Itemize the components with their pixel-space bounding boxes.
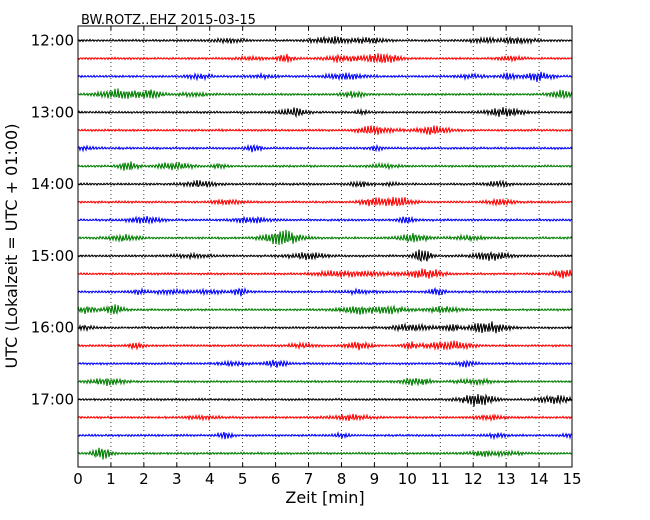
y-tick-label: 13:00 (31, 103, 74, 121)
x-tick-label: 0 (73, 470, 83, 488)
x-tick-label: 5 (238, 470, 248, 488)
x-tick-label: 1 (106, 470, 116, 488)
trace-1700 (77, 393, 573, 407)
x-tick-label: 14 (530, 470, 549, 488)
trace-1730 (77, 431, 573, 441)
x-tick-label: 2 (139, 470, 149, 488)
x-tick-label: 10 (398, 470, 417, 488)
x-tick-label: 13 (497, 470, 516, 488)
trace-1315 (77, 125, 573, 136)
trace-1545 (77, 304, 573, 315)
trace-1300 (77, 107, 573, 119)
x-tick-label: 12 (464, 470, 483, 488)
trace-1500 (77, 249, 573, 263)
y-tick-label: 17:00 (31, 391, 74, 409)
trace-1715 (77, 413, 573, 422)
x-tick-label: 15 (562, 470, 581, 488)
x-tick-label: 4 (205, 470, 215, 488)
x-tick-label: 11 (431, 470, 450, 488)
x-tick-label: 9 (370, 470, 380, 488)
trace-1600 (77, 321, 573, 334)
trace-1515 (77, 268, 573, 279)
grid-lines (110, 26, 540, 467)
x-tick-label: 3 (172, 470, 182, 488)
y-tick-label: 16:00 (31, 319, 74, 337)
plot-frame (77, 25, 573, 468)
y-axis-label: UTC (Lokalzeit = UTC + 01:00) (2, 124, 21, 369)
trace-1345 (77, 161, 573, 171)
y-tick-label: 14:00 (31, 175, 74, 193)
traces-group (77, 35, 573, 460)
trace-1215 (77, 52, 573, 64)
trace-1200 (77, 35, 573, 46)
trace-1415 (77, 196, 573, 207)
trace-1615 (77, 340, 573, 351)
trace-1400 (77, 179, 573, 189)
trace-1530 (77, 286, 573, 297)
x-axis: 0 1 2 3 4 5 6 7 8 9 10 11 12 13 14 15 (73, 26, 582, 488)
x-tick-label: 6 (271, 470, 281, 488)
y-axis: 12:00 13:00 14:00 15:00 16:00 17:00 (31, 32, 572, 409)
trace-1745 (77, 447, 573, 460)
y-tick-label: 12:00 (31, 32, 74, 50)
trace-1645 (77, 377, 573, 387)
chart-title: BW.ROTZ..EHZ 2015-03-15 (81, 13, 256, 28)
trace-1230 (77, 71, 573, 83)
x-tick-label: 8 (337, 470, 347, 488)
trace-1330 (77, 143, 573, 153)
trace-1630 (77, 359, 573, 369)
x-tick-label: 7 (304, 470, 314, 488)
trace-1445 (77, 229, 573, 245)
trace-1430 (77, 215, 573, 225)
trace-1245 (77, 88, 573, 100)
y-tick-label: 15:00 (31, 247, 74, 265)
x-axis-label: Zeit [min] (285, 488, 364, 507)
